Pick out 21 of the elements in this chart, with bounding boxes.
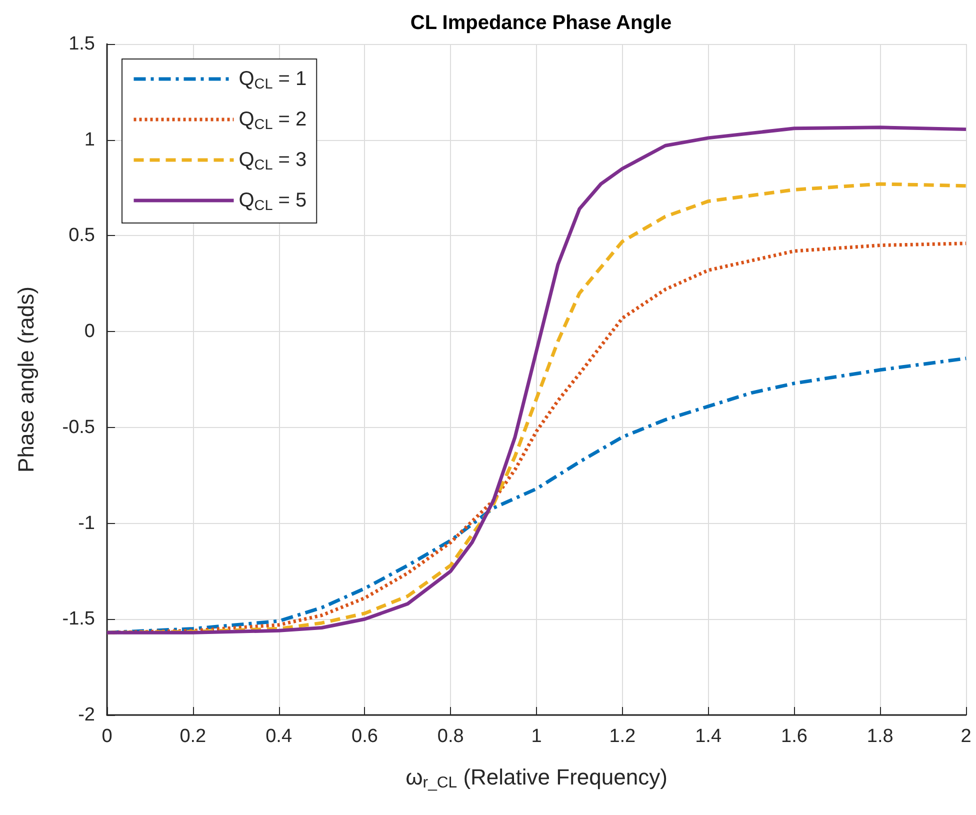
- y-tick-label: -0.5: [62, 416, 95, 438]
- x-tick-label: 0.4: [266, 726, 292, 747]
- x-tick-label: 1: [531, 726, 542, 747]
- y-tick-label: 0.5: [68, 225, 95, 246]
- x-tick-label: 0: [102, 726, 112, 747]
- y-tick-label: 0: [84, 321, 95, 342]
- x-tick-label: 0.2: [180, 726, 206, 747]
- y-tick-label: 1: [84, 129, 95, 150]
- x-tick-label: 0.6: [351, 726, 378, 747]
- x-tick-label: 0.8: [437, 726, 464, 747]
- y-tick-label: -1.5: [62, 608, 95, 630]
- y-tick-label: -1: [78, 512, 95, 534]
- x-tick-label: 2: [960, 726, 972, 747]
- y-tick-label: 1.5: [68, 34, 95, 54]
- x-tick-label: 1.2: [609, 726, 636, 747]
- y-tick-label: -2: [78, 704, 95, 726]
- chart-title: CL Impedance Phase Angle: [410, 12, 672, 34]
- x-tick-label: 1.8: [866, 726, 894, 747]
- x-tick-label: 1.4: [695, 726, 722, 747]
- x-tick-label: 1.6: [780, 726, 808, 747]
- y-axis-title: Phase angle (rads): [14, 286, 38, 472]
